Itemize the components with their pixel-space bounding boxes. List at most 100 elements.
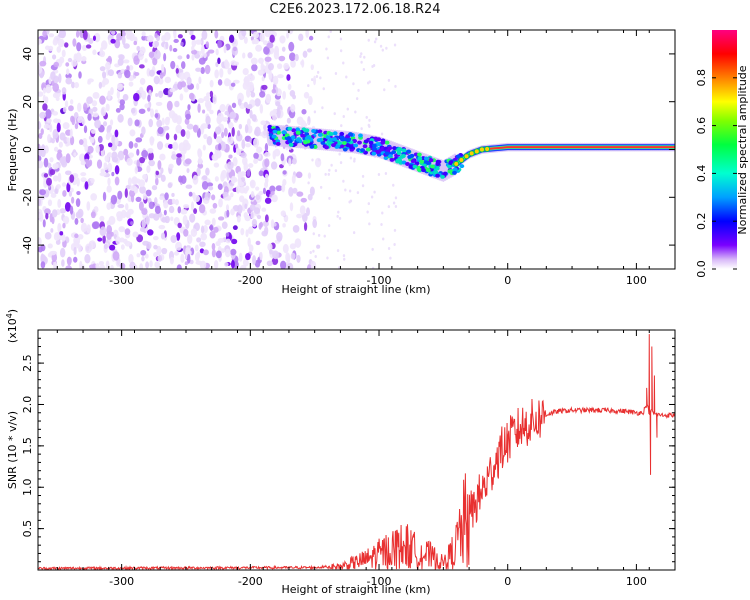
noise-blob	[38, 208, 43, 219]
noise-blob	[66, 182, 71, 193]
noise-blob	[133, 40, 138, 46]
noise-blob	[67, 57, 73, 63]
noise-blob	[69, 174, 75, 183]
snr-y-tick-label: 1.5	[21, 437, 34, 455]
noise-blob	[288, 157, 292, 167]
noise-blob	[339, 161, 343, 165]
noise-blob	[271, 88, 277, 94]
noise-blob	[243, 212, 249, 219]
noise-blob	[136, 234, 144, 243]
noise-blob	[38, 237, 42, 247]
noise-blob	[80, 222, 88, 233]
colorbar-label: Normalized spectral amplitude	[736, 65, 749, 234]
noise-blob	[126, 65, 130, 71]
noise-blob	[49, 213, 53, 223]
noise-blob	[87, 180, 92, 186]
ridge-blob	[362, 144, 368, 149]
noise-blob	[106, 202, 112, 210]
noise-blob	[205, 167, 210, 176]
noise-blob	[185, 113, 191, 120]
noise-blob	[231, 126, 235, 137]
noise-blob	[136, 148, 140, 156]
noise-blob	[269, 249, 273, 255]
noise-blob	[215, 250, 222, 259]
noise-blob	[159, 153, 166, 161]
noise-blob	[151, 185, 158, 191]
noise-blob	[89, 264, 96, 269]
noise-blob	[148, 213, 156, 219]
noise-blob	[208, 185, 214, 191]
noise-blob	[38, 121, 41, 130]
noise-blob	[349, 156, 353, 160]
ridge-blob	[348, 132, 353, 137]
noise-blob	[131, 176, 138, 185]
noise-blob	[78, 71, 82, 79]
ridge-blob	[416, 167, 422, 172]
spectrogram-x-tick-label: 100	[626, 274, 647, 287]
noise-blob	[280, 260, 287, 269]
noise-blob	[53, 75, 59, 84]
noise-blob	[373, 40, 377, 44]
ridge-blob	[368, 140, 374, 145]
noise-blob	[200, 123, 208, 129]
ridge-blob	[345, 143, 351, 148]
noise-blob	[73, 53, 78, 63]
noise-blob	[294, 238, 302, 248]
noise-blob	[186, 54, 190, 59]
noise-blob	[86, 96, 93, 104]
noise-blob	[74, 82, 80, 89]
noise-blob	[366, 210, 369, 214]
noise-blob	[255, 193, 262, 204]
noise-blob	[281, 46, 286, 52]
noise-blob	[65, 77, 73, 85]
noise-blob	[227, 67, 232, 75]
noise-blob	[84, 181, 89, 190]
noise-blob	[193, 195, 201, 203]
noise-blob	[360, 127, 363, 131]
noise-blob	[337, 210, 340, 214]
noise-blob	[175, 68, 179, 74]
noise-blob	[261, 84, 268, 90]
noise-blob	[213, 226, 219, 233]
noise-blob	[117, 190, 123, 200]
noise-blob	[72, 38, 77, 47]
ridge-blob	[332, 131, 338, 136]
noise-blob	[359, 55, 362, 59]
ridge-blob	[363, 139, 369, 144]
noise-blob	[263, 125, 267, 131]
noise-blob	[244, 203, 248, 210]
noise-blob	[77, 208, 84, 218]
noise-blob	[339, 37, 343, 41]
noise-blob	[264, 158, 270, 168]
ridge-blob	[290, 135, 296, 140]
noise-blob	[197, 157, 203, 165]
noise-blob	[175, 241, 183, 251]
noise-blob	[179, 93, 184, 101]
noise-blob	[336, 214, 339, 218]
noise-blob	[158, 224, 166, 230]
noise-blob	[42, 87, 47, 94]
spectrogram-ridge	[266, 124, 675, 183]
noise-blob	[368, 222, 371, 226]
noise-blob	[313, 110, 317, 114]
noise-blob	[130, 221, 134, 226]
ridge-blob	[396, 158, 402, 163]
noise-blob	[345, 75, 348, 79]
noise-blob	[124, 188, 128, 198]
ridge-bead	[463, 153, 470, 160]
noise-blob	[99, 50, 106, 58]
snr-plot: -300 -200 -100 0 100 0.5 1.0 1.5 2.0 2.5 Height o…	[5, 309, 676, 596]
noise-blob	[102, 191, 107, 202]
noise-blob	[256, 146, 263, 154]
noise-blob	[99, 172, 107, 177]
noise-blob	[242, 52, 246, 59]
noise-blob	[42, 103, 48, 111]
noise-blob	[157, 160, 162, 170]
noise-blob	[250, 74, 255, 81]
noise-blob	[173, 30, 177, 39]
ridge-blob	[342, 147, 348, 152]
noise-blob	[310, 78, 314, 82]
noise-blob	[286, 262, 294, 269]
